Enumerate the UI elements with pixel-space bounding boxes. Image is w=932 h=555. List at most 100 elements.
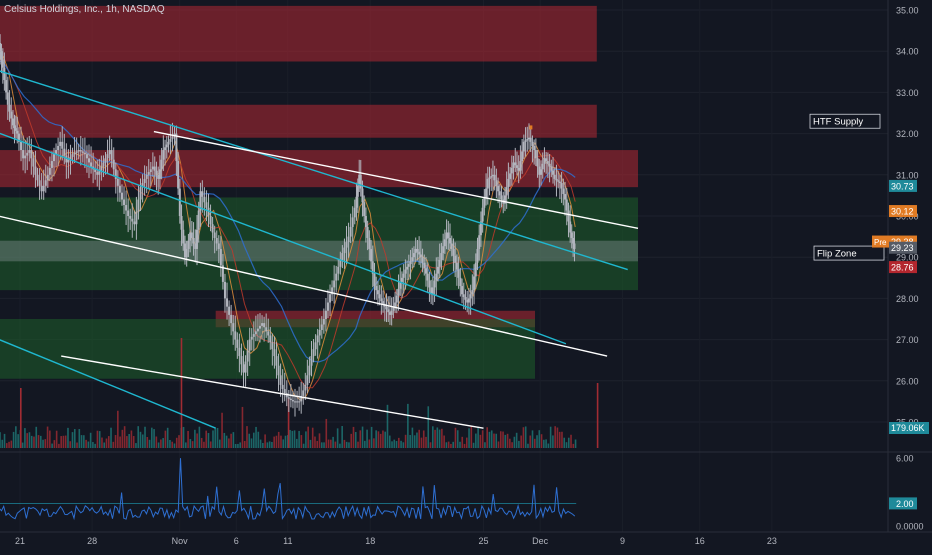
volume-bar [441,428,443,448]
candle-body [412,253,415,258]
candle-body [300,395,303,402]
candle-body [533,145,536,151]
volume-bar [407,403,409,448]
candle-body [197,210,200,230]
candle-body [473,276,476,291]
candle-body [155,170,158,175]
candle-body [55,150,58,155]
candle-body [510,167,513,174]
candle-body [149,169,152,173]
volume-bar [221,412,223,448]
candle-body [114,169,117,179]
volume-bar [83,435,85,448]
candle-body [329,294,332,303]
candle-body [98,170,101,175]
time-tick-label: 21 [15,536,25,546]
volume-bar [341,426,343,448]
volume-bar [499,431,502,448]
candle-body [358,174,361,186]
candle-body [569,221,572,233]
candle-body [127,210,130,216]
volume-bar [379,433,382,448]
candle-body [135,211,138,225]
volume-bar [556,427,559,448]
volume-bar [373,438,375,448]
volume-bar [296,438,298,448]
volume-bar [266,442,269,448]
time-tick-label: 9 [620,536,625,546]
candle-body [515,165,518,168]
volume-bar [364,440,366,448]
volume-bar [538,430,541,448]
candle-body [131,218,134,222]
time-tick-label: 23 [767,536,777,546]
volume-bar [10,440,13,448]
candle-body [485,188,488,199]
volume-bar [128,434,130,448]
candle-body [339,259,342,267]
volume-bar [463,443,466,448]
volume-bar [468,428,470,448]
volume-bar [209,441,212,448]
volume-bar [443,435,445,448]
volume-bar [123,426,126,448]
candle-body [199,191,202,211]
candle-body [526,139,529,141]
candle-body [90,162,93,167]
volume-bar [164,430,167,448]
volume-tag-label: 179.06K [891,423,925,433]
volume-bar [561,431,563,448]
candle-body [529,137,532,142]
candle-body [85,154,88,159]
candle-body [271,342,274,350]
volume-bar [402,442,405,448]
candle-body [454,255,457,263]
candle-body [430,287,433,295]
time-tick-label: Dec [532,536,549,546]
volume-bar [246,426,248,448]
volume-bar [135,443,137,448]
candle-body [228,306,231,315]
candle-body [145,174,148,179]
candle-body [267,331,270,336]
volume-bar [305,431,307,448]
candle-body [524,140,527,142]
candle-body [399,281,402,289]
price-tag-label: 28.76 [891,263,914,273]
volume-bar [475,433,477,448]
candle-body [351,217,354,227]
candle-body [22,150,25,159]
volume-bar [218,439,221,448]
volume-bar [144,426,146,448]
candle-body [447,232,450,238]
volume-bar [146,436,149,448]
candle-body [534,150,537,159]
volume-bar [39,435,42,448]
volume-bar [241,406,244,448]
volume-bar [87,441,90,448]
candle-body [560,183,563,189]
trendline-cyan [0,339,216,429]
candle-body [414,248,417,254]
volume-bars [0,338,599,448]
candle-body [371,261,374,274]
volume-bar [574,439,577,448]
highlight-candle [529,125,533,130]
trendlines[interactable] [0,68,639,429]
candle-body [171,136,174,140]
candle-body [169,139,172,142]
candle-body [141,183,144,188]
volume-bar [368,439,371,448]
candle-body [100,166,103,171]
volume-bar [422,430,425,448]
candle-body [421,257,424,263]
volume-bar [71,432,74,448]
candle-body [509,173,512,179]
annotation-label: HTF Supply [813,117,863,128]
candle-body [409,261,412,265]
candle-body [10,111,13,119]
time-tick-label: 18 [365,536,375,546]
volume-bar [169,439,171,448]
